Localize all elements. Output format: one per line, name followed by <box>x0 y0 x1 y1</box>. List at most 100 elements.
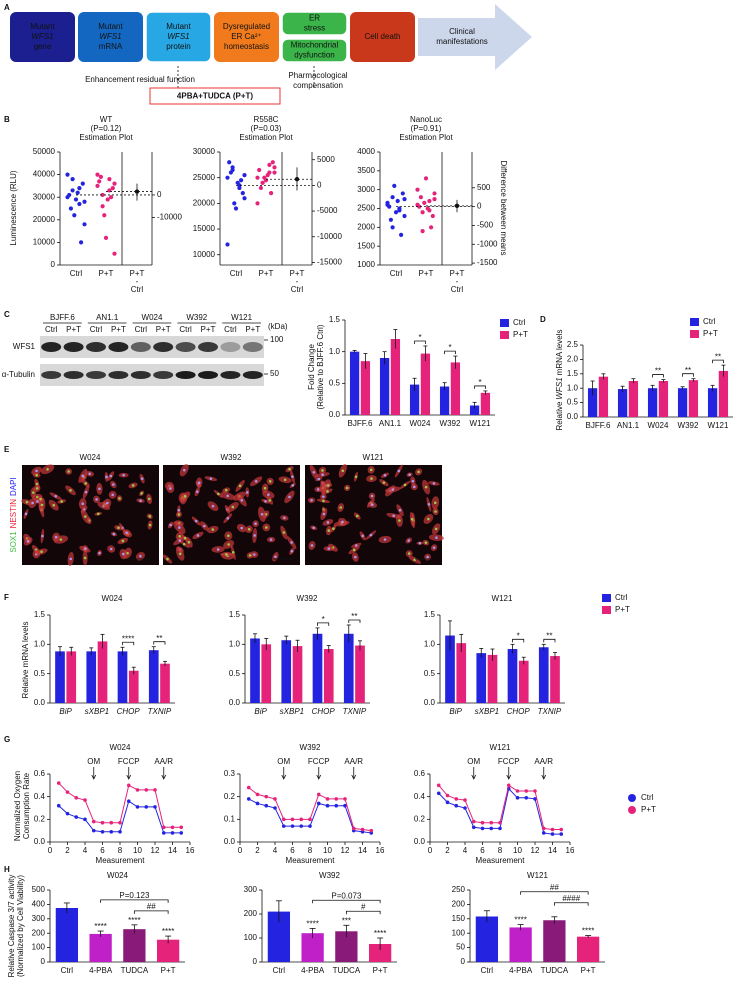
nucleus <box>322 499 325 503</box>
bar <box>718 370 729 417</box>
bar <box>439 386 450 415</box>
data-point <box>506 783 511 788</box>
axis-title: Measurement <box>96 856 146 865</box>
nucleus <box>178 535 181 538</box>
x-tick-label: 8 <box>308 846 313 855</box>
nucleus <box>122 473 125 477</box>
stain-name: NESTIN <box>9 499 18 529</box>
x-tick-label: TXNIP <box>538 707 562 716</box>
blot-band <box>41 342 62 352</box>
tick-label: 1500 <box>357 241 375 250</box>
tick-label: 15000 <box>193 224 216 233</box>
data-point <box>400 191 405 196</box>
data-point <box>65 172 70 177</box>
data-point <box>489 820 494 825</box>
data-point <box>126 799 131 803</box>
nucleus <box>88 472 92 476</box>
tick-label: 100 <box>452 928 466 937</box>
nucleus <box>268 499 272 502</box>
nucleus <box>332 527 335 530</box>
tick-label: 0 <box>41 957 46 966</box>
legend-label: Ctrl <box>615 593 628 602</box>
blot-band <box>175 371 196 379</box>
comparison-bracket <box>133 910 169 914</box>
tick-label: 0.1 <box>224 814 236 823</box>
step-text: ER <box>309 14 320 23</box>
bar <box>647 388 658 417</box>
lane-group-label: W024 <box>142 313 163 322</box>
step-text: mRNA <box>99 42 123 51</box>
nucleus <box>54 535 58 539</box>
data-point <box>230 167 235 173</box>
nucleus <box>203 524 206 528</box>
x-tick-label: Ctrl <box>230 269 243 278</box>
blot-background <box>40 336 264 358</box>
data-point <box>471 819 476 824</box>
lane-group-label: W121 <box>231 313 252 322</box>
nucleus <box>312 470 316 474</box>
step-text: ER Ca²⁺ <box>231 32 261 41</box>
nucleus <box>288 467 291 471</box>
data-point <box>432 196 437 202</box>
nucleus <box>326 484 330 487</box>
axis-title-part: Relative <box>555 401 564 430</box>
nucleus <box>424 541 428 544</box>
nucleus <box>240 526 244 530</box>
event-label: AA/R <box>344 757 363 766</box>
data-point <box>463 798 467 802</box>
nucleus <box>398 508 402 512</box>
blot-band <box>153 371 174 379</box>
panel-label: F <box>4 593 9 602</box>
data-point <box>369 828 374 833</box>
data-point <box>429 225 434 230</box>
event-arrowhead <box>91 774 97 780</box>
nucleus <box>290 549 294 553</box>
data-point <box>541 826 546 831</box>
data-point <box>112 251 117 256</box>
step-text: WFS1 <box>31 32 53 41</box>
nucleus <box>182 468 186 472</box>
data-point <box>273 806 277 810</box>
plot-title: Estimation Plot <box>79 133 133 142</box>
data-point <box>272 165 277 170</box>
nucleus <box>111 493 114 497</box>
nucleus <box>383 538 387 541</box>
tick-label: 30000 <box>193 147 216 156</box>
x-tick-label: Ctrl <box>70 269 83 278</box>
tick-label: 0.2 <box>414 814 426 823</box>
nucleus <box>139 554 142 558</box>
data-point <box>454 803 459 808</box>
data-point <box>255 792 260 797</box>
bar <box>390 339 401 415</box>
panel-label: D <box>540 315 546 324</box>
significance-bracket <box>543 638 556 643</box>
nucleus <box>267 493 270 496</box>
x-tick-label: W392 <box>440 419 461 428</box>
significance-bracket <box>414 340 426 344</box>
nucleus <box>345 486 349 490</box>
nucleus <box>112 483 115 486</box>
tick-label: -1500 <box>477 258 498 267</box>
axis-title: Fold Change <box>307 344 316 390</box>
lane-group-label: W392 <box>186 313 207 322</box>
significance-label: **** <box>514 916 526 925</box>
data-point <box>385 200 390 205</box>
significance-bracket <box>512 638 525 643</box>
x-tick-label: 0 <box>48 846 53 855</box>
step-text: homeostasis <box>224 42 269 51</box>
nucleus <box>354 555 357 559</box>
legend-swatch <box>602 594 611 602</box>
tick-label: 0 <box>461 957 466 966</box>
data-point <box>144 805 149 809</box>
nucleus <box>253 553 256 556</box>
tick-label: -1000 <box>477 239 498 248</box>
legend-swatch <box>628 794 636 802</box>
data-point <box>153 805 157 809</box>
significance-bracket <box>153 641 166 645</box>
protein-label: WFS1 <box>13 342 36 351</box>
plot-title: (P=0.91) <box>411 124 442 133</box>
data-point <box>393 210 399 215</box>
tick-label: 200 <box>32 928 46 937</box>
blot-band <box>198 342 218 352</box>
